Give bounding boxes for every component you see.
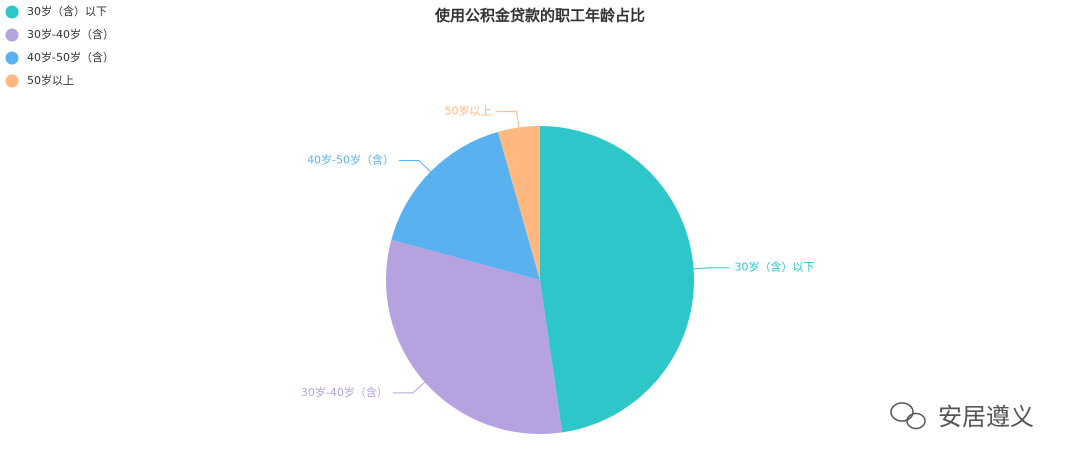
chart-title: 使用公积金贷款的职工年龄占比	[434, 7, 645, 25]
legend-label: 30岁（含）以下	[27, 4, 107, 18]
slice-label: 50岁以上	[445, 104, 492, 118]
label-line	[392, 381, 426, 394]
pie-slice	[497, 126, 540, 280]
legend-label: 50岁以上	[27, 73, 74, 87]
pie-slice	[386, 239, 563, 434]
legend-label: 30岁-40岁（含）	[27, 27, 114, 41]
label-line	[496, 111, 520, 128]
label-line	[399, 160, 431, 173]
slice-label: 30岁-40岁（含）	[301, 385, 388, 399]
legend-marker	[5, 51, 19, 65]
legend-marker	[5, 74, 19, 88]
watermark-icon	[890, 402, 926, 430]
label-line	[693, 267, 730, 270]
pie-slice	[540, 126, 694, 433]
legend-marker	[5, 5, 19, 19]
slice-label: 30岁（含）以下	[735, 260, 815, 274]
watermark: 安居遵义	[938, 403, 1034, 431]
pie-slice	[391, 131, 540, 280]
slice-label: 40岁-50岁（含）	[307, 153, 394, 167]
legend-marker	[5, 28, 19, 42]
legend-label: 40岁-50岁（含）	[27, 50, 114, 64]
